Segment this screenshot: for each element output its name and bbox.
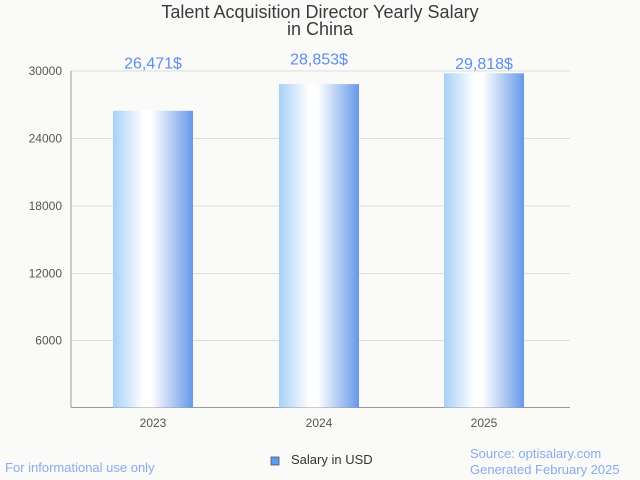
svg-text:6000: 6000 <box>35 334 62 348</box>
svg-text:30000: 30000 <box>29 64 63 78</box>
svg-text:For informational use only: For informational use only <box>5 460 155 475</box>
svg-text:2024: 2024 <box>306 416 333 430</box>
svg-text:28,853$: 28,853$ <box>290 52 348 69</box>
svg-text:18000: 18000 <box>29 199 63 213</box>
svg-text:Salary in USD: Salary in USD <box>291 452 373 467</box>
svg-text:Generated February 2025: Generated February 2025 <box>470 462 620 477</box>
svg-text:Source: optisalary.com: Source: optisalary.com <box>470 446 601 461</box>
svg-text:26,471$: 26,471$ <box>124 56 182 73</box>
svg-text:2025: 2025 <box>471 416 498 430</box>
svg-text:29,818$: 29,818$ <box>455 56 513 73</box>
svg-text:2023: 2023 <box>140 416 167 430</box>
svg-text:24000: 24000 <box>29 132 63 146</box>
svg-text:12000: 12000 <box>29 267 63 281</box>
